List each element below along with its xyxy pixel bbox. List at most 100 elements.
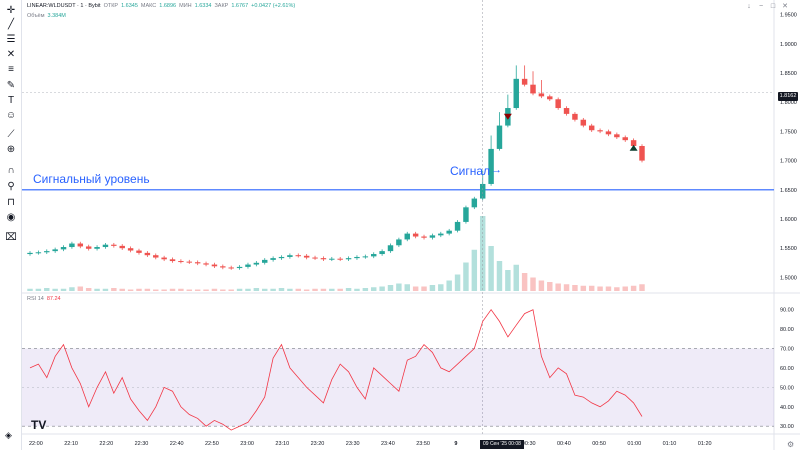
text-icon[interactable]: T: [7, 95, 15, 106]
time-tick-label: 23:30: [346, 441, 360, 447]
open-label: ОТКР: [103, 3, 119, 9]
candle-body: [588, 125, 595, 131]
rsi-tick-label: 70.00: [780, 347, 794, 353]
volume-bar: [144, 288, 151, 291]
trend-line-icon[interactable]: ╱: [7, 19, 15, 30]
ruler-icon[interactable]: ⟋: [7, 129, 15, 140]
candle-body: [27, 252, 33, 255]
volume-bar: [44, 288, 50, 291]
high-label: МАКС: [140, 3, 157, 9]
price-tick-label: 1.9500: [780, 13, 797, 19]
candle-body: [245, 264, 251, 267]
pitchfork-icon[interactable]: ✕: [6, 49, 16, 60]
candle-body: [639, 146, 645, 161]
candle-body: [169, 259, 176, 262]
candle-body: [630, 140, 637, 146]
rsi-tick-label: 90.00: [780, 308, 794, 314]
price-tick-label: 1.6000: [780, 217, 797, 223]
maximize-icon[interactable]: □: [770, 3, 776, 10]
volume-bar: [605, 286, 612, 291]
volume-bar: [572, 285, 578, 291]
lock-drawing-icon[interactable]: ⚲: [7, 181, 15, 192]
volume-bar: [345, 288, 352, 291]
volume-bar: [597, 286, 603, 291]
candle-body: [228, 267, 234, 269]
scroll-down-icon[interactable]: ↓: [747, 3, 751, 10]
volume-bar: [538, 280, 545, 291]
crosshair-time-badge: 09 Сен '25 00:08: [480, 440, 524, 449]
candle-body: [605, 131, 612, 135]
candle-body: [69, 243, 75, 248]
candle-body: [329, 258, 335, 260]
candle-body: [454, 221, 461, 231]
volume-bar: [639, 284, 645, 291]
volume-bar: [622, 286, 628, 291]
volume-bar: [295, 288, 301, 291]
candle-body: [136, 250, 142, 253]
rsi-tick-label: 80.00: [780, 327, 794, 333]
candle-body: [144, 252, 151, 256]
volume-bar: [371, 287, 377, 291]
zoom-icon[interactable]: ⊕: [6, 144, 16, 155]
chart-canvas[interactable]: 1.9500 1.9000 1.8500 1.8000 1.7500 1.7000 1.65…: [22, 0, 800, 450]
candle-body: [547, 96, 553, 100]
candle-body: [396, 239, 402, 246]
brush-icon[interactable]: ✎: [6, 80, 16, 91]
candle-body: [538, 93, 545, 97]
time-tick-label: 23:40: [381, 441, 395, 447]
magnet-icon[interactable]: ∩: [7, 165, 15, 176]
volume-bar: [77, 286, 84, 291]
volume-bar: [27, 288, 33, 291]
candle-body: [421, 236, 427, 238]
volume-bar: [85, 288, 92, 291]
volume-bar: [496, 261, 503, 291]
minimize-icon[interactable]: −: [758, 3, 764, 10]
horizontal-lines-icon[interactable]: ☰: [6, 34, 16, 45]
volume-bar: [630, 285, 637, 291]
signal-arrow-icon: →: [491, 164, 502, 176]
settings-icon[interactable]: ⚙: [787, 440, 795, 449]
volume-bar: [111, 288, 117, 291]
volume-bar: [404, 284, 410, 291]
volume-bar: [446, 280, 452, 291]
rsi-line: [29, 309, 643, 431]
symbol-name[interactable]: LINEAR:WLDUSDT · 1 · Bybit: [27, 3, 101, 9]
crosshair-icon[interactable]: ✛: [6, 5, 16, 16]
fib-icon[interactable]: ≡: [8, 64, 14, 75]
candle-body: [35, 252, 42, 254]
volume-bar: [530, 277, 536, 291]
volume-bar: [52, 288, 58, 291]
layers-icon[interactable]: ◈: [5, 430, 12, 440]
trash-icon[interactable]: ⌧: [5, 232, 17, 243]
close-icon[interactable]: ✕: [782, 3, 788, 10]
price-tick-label: 1.7000: [780, 159, 797, 165]
candle-body: [387, 245, 394, 252]
volume-bar: [521, 273, 528, 291]
volume-bar: [421, 286, 427, 291]
candle-body: [270, 258, 276, 260]
candle-body: [555, 99, 561, 109]
candle-body: [379, 251, 385, 255]
rsi-tick-label: 30.00: [780, 424, 794, 430]
volume-bar: [203, 289, 209, 291]
lock-icon[interactable]: ⊓: [7, 197, 15, 208]
volume-bar: [438, 284, 444, 291]
eye-icon[interactable]: ◉: [6, 212, 16, 223]
time-tick-label: 23:10: [275, 441, 289, 447]
volume-bar: [614, 287, 620, 291]
open-value: 1.6345: [121, 3, 138, 9]
volume-bar: [127, 289, 134, 291]
candle-body: [354, 256, 360, 259]
candle-body: [622, 137, 628, 141]
volume-bar: [362, 288, 369, 291]
time-tick-label: 22:30: [135, 441, 149, 447]
rsi-tick-label: 60.00: [780, 366, 794, 372]
price-tick-label: 1.8500: [780, 71, 797, 77]
candle-body: [85, 246, 92, 249]
candle-body: [262, 259, 268, 263]
emoji-icon[interactable]: ☺: [5, 110, 17, 121]
drawing-toolbar: ✛ ╱ ☰ ✕ ≡ ✎ T ☺ ⟋ ⊕ ∩ ⚲ ⊓ ◉ ⌧: [0, 0, 22, 450]
volume-bar: [454, 274, 461, 291]
time-tick-label: 22:20: [99, 441, 113, 447]
time-tick-label: 00:40: [557, 441, 571, 447]
